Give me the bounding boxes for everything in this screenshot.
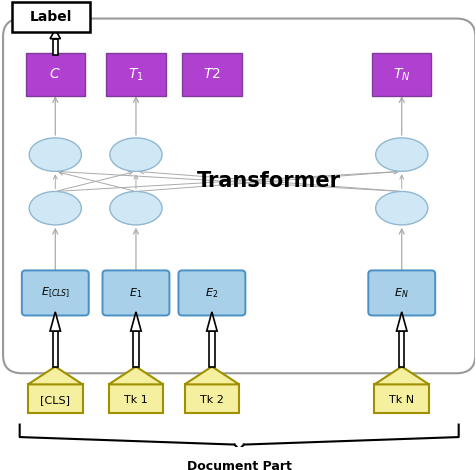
Polygon shape — [399, 331, 404, 367]
FancyBboxPatch shape — [3, 18, 476, 373]
Polygon shape — [50, 30, 60, 39]
Polygon shape — [109, 367, 163, 384]
FancyBboxPatch shape — [102, 270, 169, 315]
Text: $E_1$: $E_1$ — [129, 286, 143, 300]
FancyBboxPatch shape — [372, 53, 431, 95]
Text: [CLS]: [CLS] — [40, 395, 70, 405]
Text: $T_N$: $T_N$ — [393, 66, 410, 83]
Polygon shape — [53, 39, 58, 55]
FancyBboxPatch shape — [26, 53, 85, 95]
Text: $C$: $C$ — [50, 67, 61, 81]
Polygon shape — [375, 384, 429, 414]
Text: Transformer: Transformer — [197, 172, 341, 191]
Text: $E_{[CLS]}$: $E_{[CLS]}$ — [41, 286, 70, 300]
Text: $E_2$: $E_2$ — [205, 286, 218, 300]
Text: Label: Label — [30, 10, 72, 24]
Text: $T2$: $T2$ — [203, 67, 221, 81]
Ellipse shape — [110, 191, 162, 225]
FancyBboxPatch shape — [178, 270, 245, 315]
FancyBboxPatch shape — [182, 53, 241, 95]
Text: Tk 2: Tk 2 — [200, 395, 224, 405]
FancyBboxPatch shape — [368, 270, 435, 315]
FancyBboxPatch shape — [22, 270, 89, 315]
Polygon shape — [375, 367, 429, 384]
Polygon shape — [28, 367, 82, 384]
Text: Tk 1: Tk 1 — [124, 395, 148, 405]
Polygon shape — [185, 384, 239, 414]
Polygon shape — [397, 312, 407, 331]
Ellipse shape — [376, 138, 428, 172]
Ellipse shape — [376, 191, 428, 225]
Text: Tk N: Tk N — [389, 395, 414, 405]
Polygon shape — [53, 331, 58, 367]
Text: Document Part: Document Part — [187, 460, 292, 470]
Polygon shape — [209, 331, 215, 367]
Ellipse shape — [29, 191, 81, 225]
Text: $E_N$: $E_N$ — [395, 286, 409, 300]
Polygon shape — [185, 367, 239, 384]
Polygon shape — [133, 331, 139, 367]
FancyBboxPatch shape — [11, 1, 90, 32]
Ellipse shape — [110, 138, 162, 172]
FancyBboxPatch shape — [106, 53, 166, 95]
Polygon shape — [50, 312, 60, 331]
Text: $T_1$: $T_1$ — [128, 66, 144, 83]
Ellipse shape — [29, 138, 81, 172]
Polygon shape — [207, 312, 217, 331]
Polygon shape — [109, 384, 163, 414]
Polygon shape — [131, 312, 141, 331]
Polygon shape — [28, 384, 82, 414]
